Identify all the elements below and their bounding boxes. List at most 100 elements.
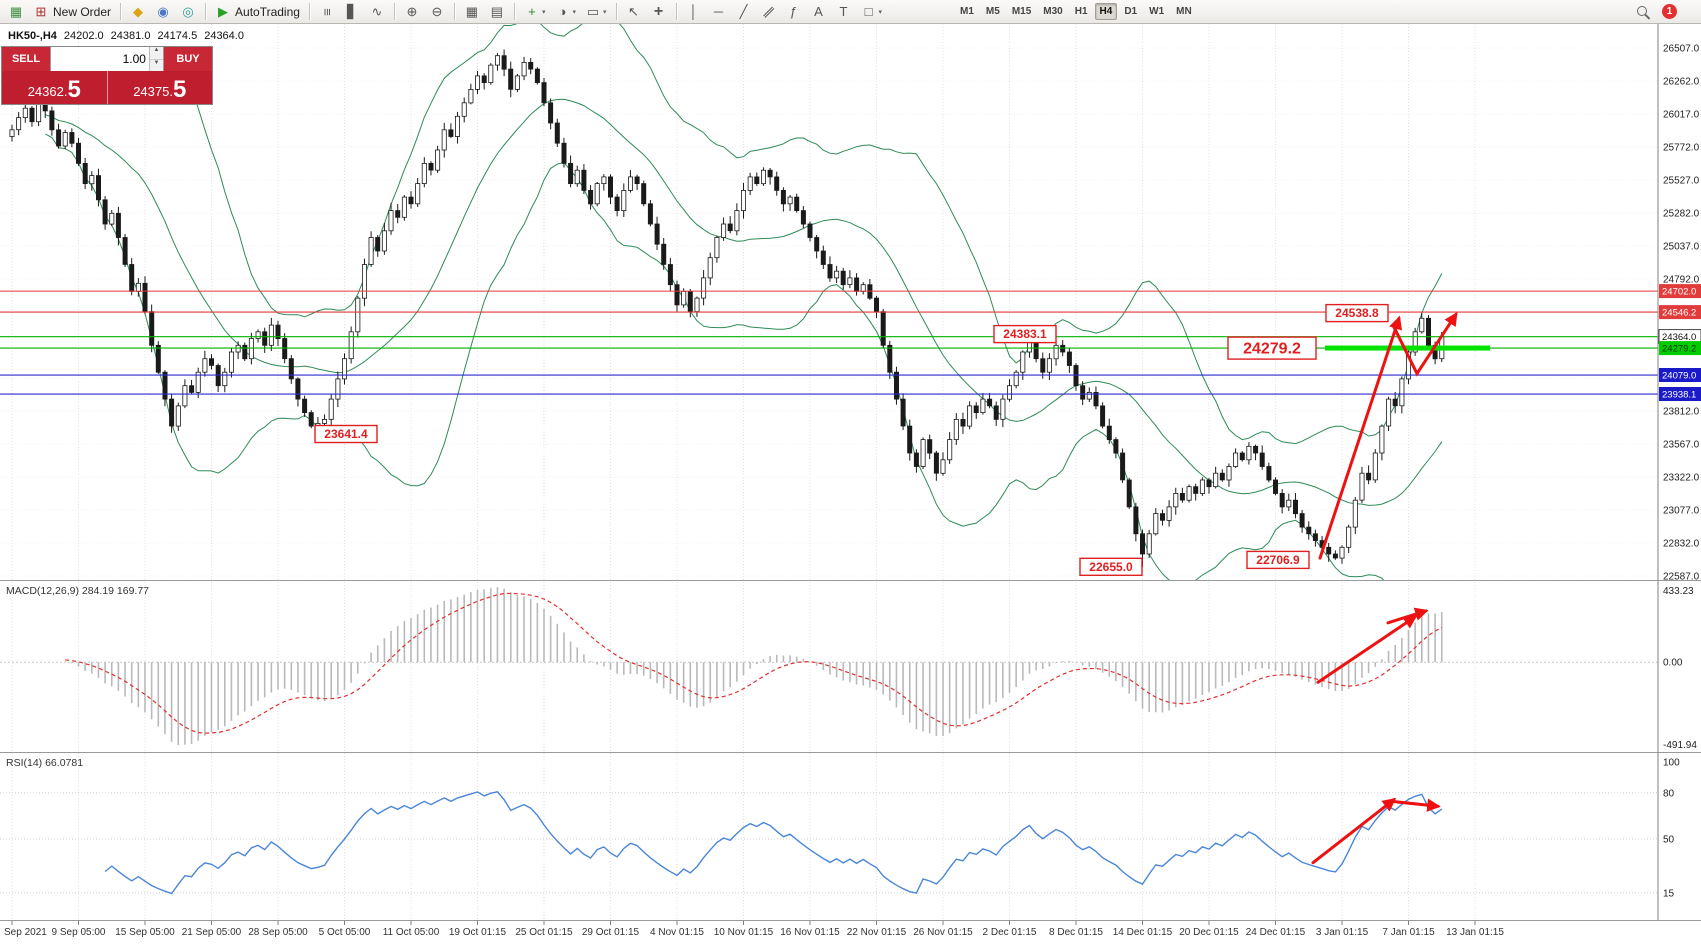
price-annotation[interactable]: 22706.9	[1246, 550, 1310, 570]
price-axis[interactable]: 26507.0 26262.0 26017.0 25772.0 25527.0 25282…	[1657, 24, 1701, 920]
svg-text:24546.2: 24546.2	[1662, 308, 1696, 319]
vertical-line-icon[interactable]: │	[682, 2, 706, 22]
volume-down-button[interactable]: ▼	[149, 59, 163, 71]
svg-text:22706.9: 22706.9	[1256, 553, 1300, 567]
new-order-button: ⊞	[35, 3, 47, 19]
svg-text:16 Nov 01:15: 16 Nov 01:15	[780, 927, 840, 938]
svg-text:20 Dec 01:15: 20 Dec 01:15	[1179, 927, 1239, 938]
svg-text:25772.0: 25772.0	[1663, 143, 1700, 154]
macd-axis[interactable]: 433.23 0.00 -491.94	[1663, 586, 1697, 751]
chevron-down-icon: ▾	[572, 8, 576, 16]
timeframe-m30[interactable]: M30	[1043, 6, 1063, 17]
auto-arrange-icon[interactable]: ▤	[485, 2, 509, 22]
tile-windows-icon[interactable]: ▦	[460, 2, 484, 22]
candlestick-chart-icon[interactable]: ▋	[340, 2, 364, 22]
svg-text:8 Dec 01:15: 8 Dec 01:15	[1049, 927, 1103, 938]
svg-text:24383.1: 24383.1	[1003, 327, 1047, 341]
svg-text:19 Oct 01:15: 19 Oct 01:15	[449, 927, 507, 938]
thick-level-segment[interactable]	[1325, 345, 1490, 351]
toolbar-separator	[513, 3, 515, 20]
text-icon[interactable]: A	[807, 2, 831, 22]
crosshair-icon[interactable]: +	[647, 2, 671, 22]
symbol-timeframe-label: HK50-,H4	[8, 30, 57, 42]
svg-text:25 Oct 01:15: 25 Oct 01:15	[515, 927, 573, 938]
options-icon[interactable]: ◉	[151, 2, 175, 22]
crosshair-icon: +	[653, 2, 664, 20]
rsi-arrow[interactable]	[1311, 797, 1397, 865]
svg-text:26507.0: 26507.0	[1663, 44, 1700, 55]
shapes-icon[interactable]: □ ▾	[857, 2, 887, 22]
market-icon[interactable]: ◎	[176, 2, 200, 22]
price-annotation[interactable]: 23641.4	[314, 424, 378, 444]
timeframe-d1[interactable]: D1	[1124, 6, 1138, 17]
timeframe-w1[interactable]: W1	[1149, 6, 1165, 17]
options-icon: ◉	[157, 3, 169, 19]
timeframe-mn[interactable]: MN	[1176, 6, 1192, 17]
timeframe-m1[interactable]: M1	[960, 6, 974, 17]
rsi-label: RSI(14) 66.0781	[6, 757, 83, 769]
timeframe-m5[interactable]: M5	[985, 6, 1000, 17]
trend-arrow[interactable]	[1391, 312, 1458, 377]
price-annotation[interactable]: 22655.0	[1079, 557, 1143, 576]
horizontal-line-icon[interactable]: ─	[707, 2, 731, 22]
periods-icon[interactable]: ◑ ▾	[550, 2, 580, 22]
buy-price[interactable]: 24375. 5	[106, 71, 213, 104]
search-icon[interactable]	[1635, 4, 1651, 20]
svg-text:26262.0: 26262.0	[1663, 77, 1700, 88]
rsi-axis[interactable]: 100 80 50 15	[1663, 758, 1680, 900]
volume-up-button[interactable]: ▲	[149, 47, 163, 60]
trendline-icon[interactable]: ╱	[732, 2, 756, 22]
svg-text:22 Nov 01:15: 22 Nov 01:15	[847, 927, 907, 938]
time-axis[interactable]: Sep 2021 9 Sep 05:00 15 Sep 05:00 21 Sep 05…	[4, 921, 1504, 938]
sell-price[interactable]: 24362. 5	[2, 71, 107, 104]
grid	[0, 24, 1658, 920]
macd-arrow[interactable]	[1316, 615, 1418, 684]
ohlc-low: 24174.5	[157, 30, 198, 42]
svg-text:13 Jan 01:15: 13 Jan 01:15	[1446, 927, 1504, 938]
buy-button[interactable]: BUY	[164, 47, 212, 71]
text-icon: A	[814, 3, 823, 19]
new-order-button[interactable]: ⊞ New Order	[29, 2, 115, 22]
svg-text:24279.2: 24279.2	[1662, 344, 1696, 355]
channel-icon[interactable]: ∥	[757, 2, 781, 22]
svg-text:80: 80	[1663, 788, 1675, 799]
trend-arrow[interactable]	[1318, 315, 1403, 560]
label-icon[interactable]: T	[832, 2, 856, 22]
macd-indicator	[64, 587, 1443, 746]
line-chart-icon[interactable]: ∿	[365, 2, 389, 22]
fibonacci-icon: ƒ	[789, 3, 798, 19]
toolbar-separator	[393, 3, 395, 20]
auto-arrange-icon: ▤	[490, 3, 504, 19]
price-annotation[interactable]: 24538.8	[1325, 303, 1389, 323]
fibonacci-icon[interactable]: ƒ	[782, 2, 806, 22]
timeframe-m15[interactable]: M15	[1011, 6, 1032, 17]
price-annotation[interactable]: 24279.2	[1227, 336, 1317, 360]
timeframe-h4[interactable]: H4	[1094, 3, 1118, 20]
indicators-icon[interactable]: + ▾	[520, 2, 550, 22]
sell-button[interactable]: SELL	[2, 47, 50, 71]
bar-chart-icon[interactable]: ≡	[315, 2, 339, 22]
svg-text:24702.0: 24702.0	[1662, 287, 1696, 298]
macd-arrow[interactable]	[1386, 607, 1429, 625]
zoom-in-icon[interactable]: ⊕	[400, 2, 424, 22]
svg-text:26017.0: 26017.0	[1663, 110, 1700, 121]
templates-icon[interactable]: ▭ ▾	[581, 2, 611, 22]
svg-text:-491.94: -491.94	[1663, 740, 1697, 751]
zoom-out-icon[interactable]: ⊖	[425, 2, 449, 22]
ohlc-close: 24364.0	[204, 30, 244, 42]
metaeditor-icon[interactable]: ◆	[126, 2, 150, 22]
horizontal-line-icon: ─	[713, 3, 724, 19]
svg-text:2 Dec 01:15: 2 Dec 01:15	[983, 927, 1037, 938]
rsi-arrow[interactable]	[1389, 798, 1441, 812]
volume-input[interactable]	[51, 47, 149, 71]
price-annotation[interactable]: 24383.1	[993, 324, 1057, 344]
notifications-badge[interactable]: 1	[1662, 4, 1677, 19]
bollinger-bands	[45, 24, 1443, 580]
chart-window-icon[interactable]: ▦	[4, 2, 28, 22]
autotrading-button[interactable]: ▶ AutoTrading	[211, 2, 304, 22]
cursor-icon[interactable]: ↖	[622, 2, 646, 22]
timeframe-h1[interactable]: H1	[1074, 6, 1088, 17]
svg-text:11 Oct 05:00: 11 Oct 05:00	[383, 927, 440, 938]
